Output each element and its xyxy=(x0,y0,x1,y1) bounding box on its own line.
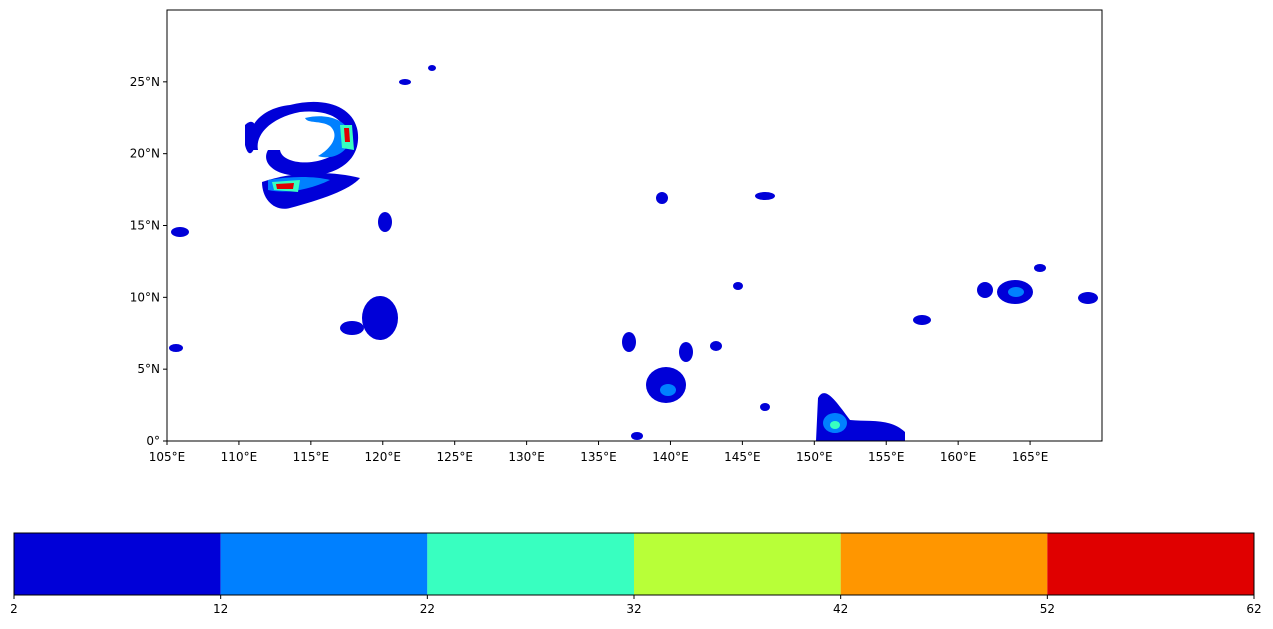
precip-blob xyxy=(679,342,693,362)
precip-blob xyxy=(340,321,364,335)
colorbar-tick-label: 12 xyxy=(213,602,228,616)
y-tick-label: 5°N xyxy=(137,362,160,376)
y-tick-label: 0° xyxy=(146,434,160,448)
x-tick-label: 130°E xyxy=(508,450,545,464)
colorbar-tick-label: 32 xyxy=(626,602,641,616)
precip-blob xyxy=(171,227,189,237)
x-tick-label: 145°E xyxy=(724,450,761,464)
colorbar-tick-label: 52 xyxy=(1040,602,1055,616)
precip-blob xyxy=(760,403,770,411)
precip-blob xyxy=(710,341,722,351)
y-tick-label: 25°N xyxy=(130,75,160,89)
precip-blob xyxy=(344,128,350,142)
colorbar-tick-label: 62 xyxy=(1246,602,1261,616)
colorbar-segment xyxy=(634,533,841,595)
precip-blob xyxy=(247,101,359,177)
precip-blob xyxy=(1008,287,1024,297)
precip-blob xyxy=(378,212,392,232)
x-tick-label: 105°E xyxy=(149,450,186,464)
colorbar-segment xyxy=(427,533,634,595)
precip-blob xyxy=(913,315,931,325)
colorbar-segment xyxy=(1047,533,1254,595)
x-tick-label: 160°E xyxy=(940,450,977,464)
precip-blob xyxy=(631,432,643,440)
precip-blob xyxy=(622,332,636,352)
precipitation xyxy=(169,65,1098,441)
precip-blob xyxy=(660,384,676,396)
colorbar-tick-label: 42 xyxy=(833,602,848,616)
x-tick-label: 150°E xyxy=(796,450,833,464)
precip-blob xyxy=(656,192,668,204)
colorbar-tick-label: 22 xyxy=(420,602,435,616)
map-frame xyxy=(166,9,1103,442)
precip-blob xyxy=(733,282,743,290)
x-tick-label: 120°E xyxy=(365,450,402,464)
x-tick-label: 110°E xyxy=(221,450,258,464)
colorbar-segment xyxy=(840,533,1048,595)
x-tick-label: 155°E xyxy=(868,450,905,464)
precip-blob xyxy=(1034,264,1046,272)
precip-blob xyxy=(399,79,411,85)
precip-blob xyxy=(755,192,775,200)
precip-blob xyxy=(830,421,840,429)
precip-blob xyxy=(428,65,436,71)
y-tick-label: 20°N xyxy=(130,147,160,161)
x-tick-label: 140°E xyxy=(652,450,689,464)
x-tick-label: 165°E xyxy=(1012,450,1049,464)
colorbar-segment xyxy=(14,533,221,595)
precip-blob xyxy=(305,116,351,158)
x-tick-label: 135°E xyxy=(580,450,617,464)
colorbar-segment xyxy=(220,533,428,595)
precip-blob xyxy=(169,344,183,352)
precip-blob xyxy=(245,121,257,154)
y-tick-label: 15°N xyxy=(130,219,160,233)
colorbar-tick-label: 2 xyxy=(10,602,18,616)
precip-blob xyxy=(977,282,993,298)
precip-blob xyxy=(1078,292,1098,304)
x-tick-label: 125°E xyxy=(436,450,473,464)
y-tick-label: 10°N xyxy=(130,290,160,304)
precip-blob xyxy=(362,296,398,340)
precip-blob xyxy=(276,183,294,189)
x-tick-label: 115°E xyxy=(293,450,330,464)
